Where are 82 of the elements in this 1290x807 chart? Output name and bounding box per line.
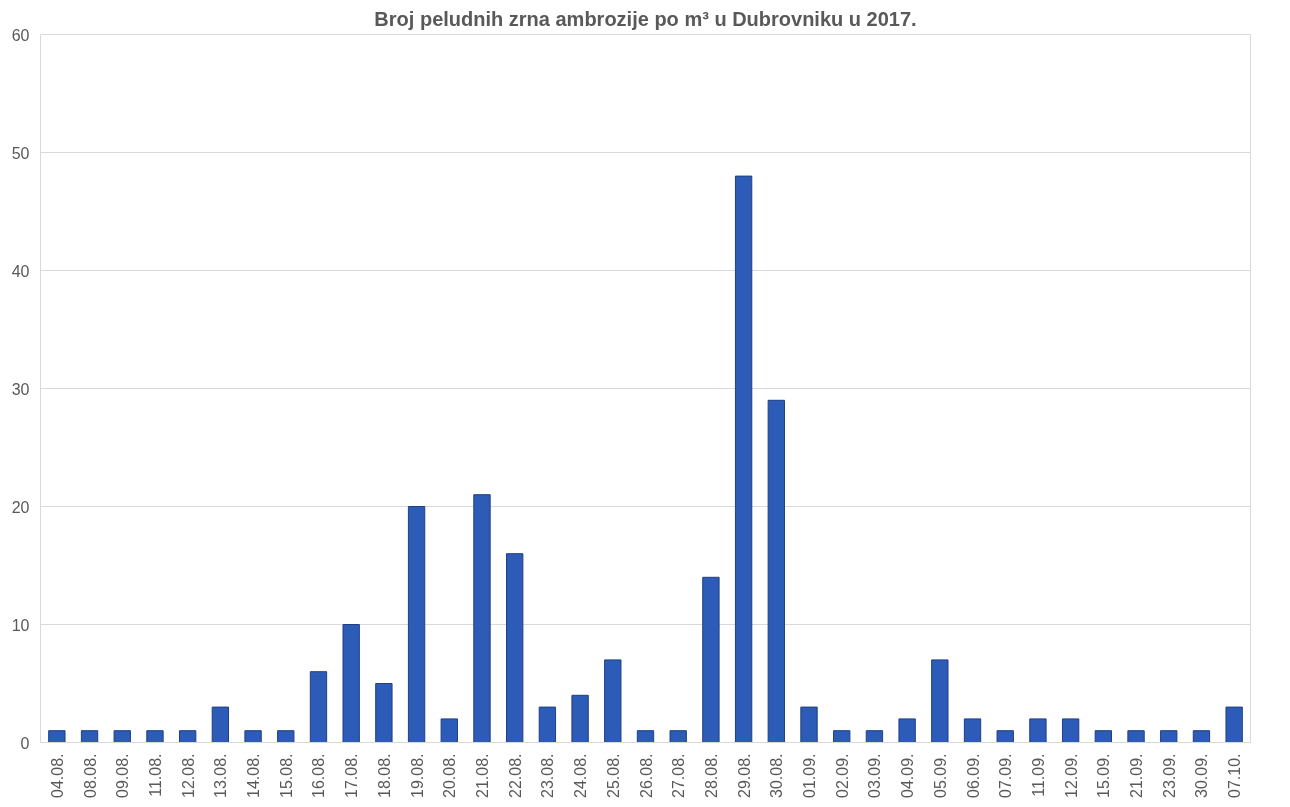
x-tick-label: 02.09. bbox=[833, 753, 851, 798]
bar bbox=[342, 624, 360, 743]
bar bbox=[571, 694, 589, 743]
x-tick-label: 07.10. bbox=[1226, 753, 1244, 798]
bar bbox=[80, 730, 99, 743]
x-tick-label: 03.09. bbox=[866, 753, 884, 798]
x-tick-label: 15.09. bbox=[1095, 753, 1113, 798]
bar bbox=[767, 399, 785, 743]
x-tick-label: 25.08. bbox=[604, 753, 622, 798]
bar bbox=[604, 659, 622, 743]
bar bbox=[1061, 718, 1080, 743]
y-tick-label: 0 bbox=[20, 734, 30, 752]
bar bbox=[538, 706, 557, 743]
y-tick-label: 40 bbox=[11, 262, 30, 280]
bar bbox=[636, 730, 655, 743]
bar bbox=[865, 730, 884, 743]
bar bbox=[473, 494, 491, 743]
bar bbox=[407, 506, 426, 743]
bar bbox=[669, 730, 687, 743]
y-tick-label: 60 bbox=[11, 26, 30, 44]
y-tick-label: 30 bbox=[11, 380, 30, 398]
bar bbox=[506, 553, 524, 743]
x-tick-label: 04.08. bbox=[48, 753, 66, 798]
x-tick-label: 14.08. bbox=[245, 753, 263, 798]
x-tick-label: 21.08. bbox=[473, 753, 491, 798]
x-tick-label: 12.09. bbox=[1062, 753, 1080, 798]
bar bbox=[833, 730, 851, 743]
bar bbox=[1094, 730, 1113, 743]
x-tick-label: 26.08. bbox=[637, 753, 655, 798]
x-tick-label: 11.09. bbox=[1029, 753, 1047, 797]
x-tick-label: 11.08. bbox=[146, 753, 164, 797]
bar bbox=[734, 175, 753, 743]
x-tick-label: 24.08. bbox=[572, 753, 590, 798]
x-tick-label: 20.08. bbox=[441, 753, 459, 798]
x-tick-label: 22.08. bbox=[506, 753, 524, 798]
bar bbox=[440, 718, 458, 743]
bar bbox=[702, 576, 720, 743]
bar bbox=[113, 730, 131, 743]
x-tick-label: 17.08. bbox=[343, 753, 361, 798]
bar bbox=[1127, 730, 1145, 743]
bar bbox=[48, 730, 66, 743]
x-tick-label: 29.08. bbox=[735, 753, 753, 798]
x-tick-label: 12.08. bbox=[179, 753, 197, 798]
x-tick-label: 23.08. bbox=[539, 753, 557, 798]
x-tick-label: 01.09. bbox=[801, 753, 819, 798]
y-tick-label: 50 bbox=[11, 144, 30, 162]
bar bbox=[996, 730, 1014, 743]
bar bbox=[800, 706, 818, 743]
y-tick-label: 20 bbox=[11, 498, 30, 516]
y-tick-label: 10 bbox=[11, 616, 30, 634]
bar bbox=[1029, 718, 1047, 743]
bar bbox=[178, 730, 197, 743]
bar bbox=[1225, 706, 1243, 743]
bar bbox=[963, 718, 982, 743]
x-tick-label: 16.08. bbox=[310, 753, 328, 798]
x-tick-label: 23.09. bbox=[1160, 753, 1178, 798]
x-tick-label: 04.09. bbox=[899, 753, 917, 798]
bar bbox=[146, 730, 164, 743]
bar bbox=[1160, 730, 1178, 743]
x-tick-label: 27.08. bbox=[670, 753, 688, 798]
x-tick-label: 08.08. bbox=[81, 753, 99, 798]
bar bbox=[931, 659, 949, 743]
bar bbox=[375, 683, 393, 743]
x-tick-label: 05.09. bbox=[931, 753, 949, 798]
bar bbox=[211, 706, 230, 743]
bar bbox=[309, 671, 328, 743]
x-tick-label: 07.09. bbox=[997, 753, 1015, 798]
x-tick-label: 18.08. bbox=[375, 753, 393, 798]
x-tick-label: 30.09. bbox=[1193, 753, 1211, 798]
chart-title: Broj peludnih zrna ambrozije po m³ u Dubrovniku u 2017. bbox=[374, 7, 917, 30]
x-tick-label: 21.09. bbox=[1128, 753, 1146, 798]
bar bbox=[1192, 730, 1211, 743]
x-tick-label: 09.08. bbox=[114, 753, 132, 798]
x-tick-label: 28.08. bbox=[702, 753, 720, 798]
x-tick-label: 19.08. bbox=[408, 753, 426, 798]
bar bbox=[244, 730, 262, 743]
x-tick-label: 06.09. bbox=[964, 753, 982, 798]
bar bbox=[898, 718, 916, 743]
x-tick-label: 13.08. bbox=[212, 753, 230, 798]
x-tick-label: 15.08. bbox=[277, 753, 295, 798]
x-tick-label: 30.08. bbox=[768, 753, 786, 798]
bar bbox=[277, 730, 295, 743]
